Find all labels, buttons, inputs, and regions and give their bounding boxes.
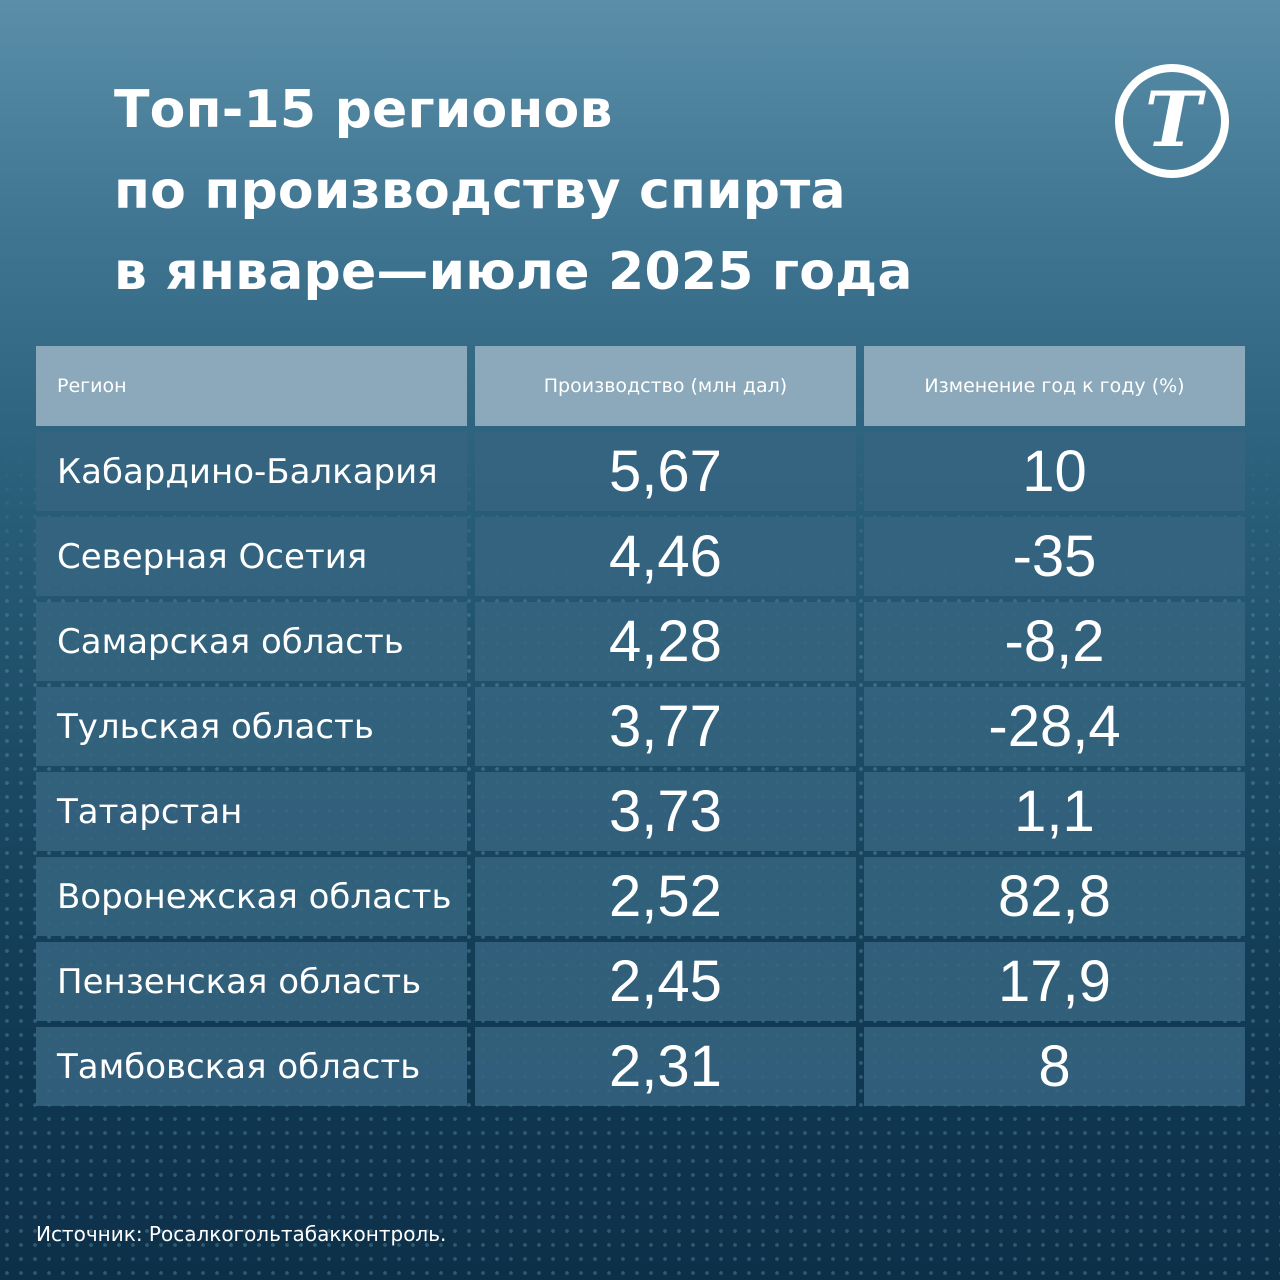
cell-change: 1,1 <box>864 772 1245 851</box>
table-row: Тамбовская область 2,31 8 <box>36 1027 1245 1106</box>
publisher-logo: Т <box>1115 64 1229 178</box>
table-row: Татарстан 3,73 1,1 <box>36 772 1245 851</box>
cell-change: 17,9 <box>864 942 1245 1021</box>
table-row: Кабардино-Балкария 5,67 10 <box>36 432 1245 511</box>
cell-production: 2,45 <box>475 942 856 1021</box>
cell-change: -35 <box>864 517 1245 596</box>
cell-change: 8 <box>864 1027 1245 1106</box>
logo-letter: Т <box>1145 75 1207 164</box>
cell-region: Тульская область <box>36 687 467 766</box>
title-line: в январе—июле 2025 года <box>114 242 913 302</box>
data-table: Регион Производство (млн дал) Изменение … <box>36 346 1245 1112</box>
title-line: по производству спирта <box>114 161 846 221</box>
cell-production: 2,52 <box>475 857 856 936</box>
cell-region: Кабардино-Балкария <box>36 432 467 511</box>
cell-production: 4,46 <box>475 517 856 596</box>
cell-production: 5,67 <box>475 432 856 511</box>
table-row: Северная Осетия 4,46 -35 <box>36 517 1245 596</box>
cell-change: -8,2 <box>864 602 1245 681</box>
cell-production: 3,73 <box>475 772 856 851</box>
cell-change: -28,4 <box>864 687 1245 766</box>
cell-region: Северная Осетия <box>36 517 467 596</box>
cell-change: 82,8 <box>864 857 1245 936</box>
header-change: Изменение год к году (%) <box>864 346 1245 426</box>
cell-region: Самарская область <box>36 602 467 681</box>
cell-production: 2,31 <box>475 1027 856 1106</box>
cell-region: Тамбовская область <box>36 1027 467 1106</box>
source-note: Источник: Росалкогольтабакконтроль. <box>36 1222 447 1246</box>
cell-region: Татарстан <box>36 772 467 851</box>
table-header-row: Регион Производство (млн дал) Изменение … <box>36 346 1245 426</box>
cell-region: Воронежская область <box>36 857 467 936</box>
table-row: Тульская область 3,77 -28,4 <box>36 687 1245 766</box>
cell-production: 4,28 <box>475 602 856 681</box>
table-row: Самарская область 4,28 -8,2 <box>36 602 1245 681</box>
header-production: Производство (млн дал) <box>475 346 856 426</box>
table-row: Воронежская область 2,52 82,8 <box>36 857 1245 936</box>
table-row: Пензенская область 2,45 17,9 <box>36 942 1245 1021</box>
cell-production: 3,77 <box>475 687 856 766</box>
cell-change: 10 <box>864 432 1245 511</box>
title-line: Топ-15 регионов <box>114 80 613 140</box>
cell-region: Пензенская область <box>36 942 467 1021</box>
header-region: Регион <box>36 346 467 426</box>
page-title: Топ-15 регионов по производству спирта в… <box>114 70 913 313</box>
